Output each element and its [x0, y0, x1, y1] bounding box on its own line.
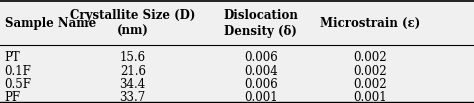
Text: Sample Name: Sample Name	[5, 17, 96, 30]
Text: 15.6: 15.6	[119, 51, 146, 64]
Text: 0.002: 0.002	[353, 65, 386, 78]
Text: 0.006: 0.006	[244, 78, 278, 91]
Text: 0.001: 0.001	[244, 91, 277, 103]
Text: 0.006: 0.006	[244, 51, 278, 64]
Text: 0.001: 0.001	[353, 91, 386, 103]
Text: 0.002: 0.002	[353, 78, 386, 91]
Text: 0.004: 0.004	[244, 65, 278, 78]
Text: Dislocation
Density (δ): Dislocation Density (δ)	[223, 9, 298, 38]
Text: PT: PT	[5, 51, 20, 64]
Text: 0.1F: 0.1F	[5, 65, 32, 78]
Text: Microstrain (ε): Microstrain (ε)	[319, 17, 420, 30]
Text: 0.5F: 0.5F	[5, 78, 32, 91]
Text: Crystallite Size (D)
(nm): Crystallite Size (D) (nm)	[70, 9, 195, 38]
Text: 0.002: 0.002	[353, 51, 386, 64]
Text: 21.6: 21.6	[120, 65, 146, 78]
Text: PF: PF	[5, 91, 21, 103]
Text: 33.7: 33.7	[119, 91, 146, 103]
Text: 34.4: 34.4	[119, 78, 146, 91]
